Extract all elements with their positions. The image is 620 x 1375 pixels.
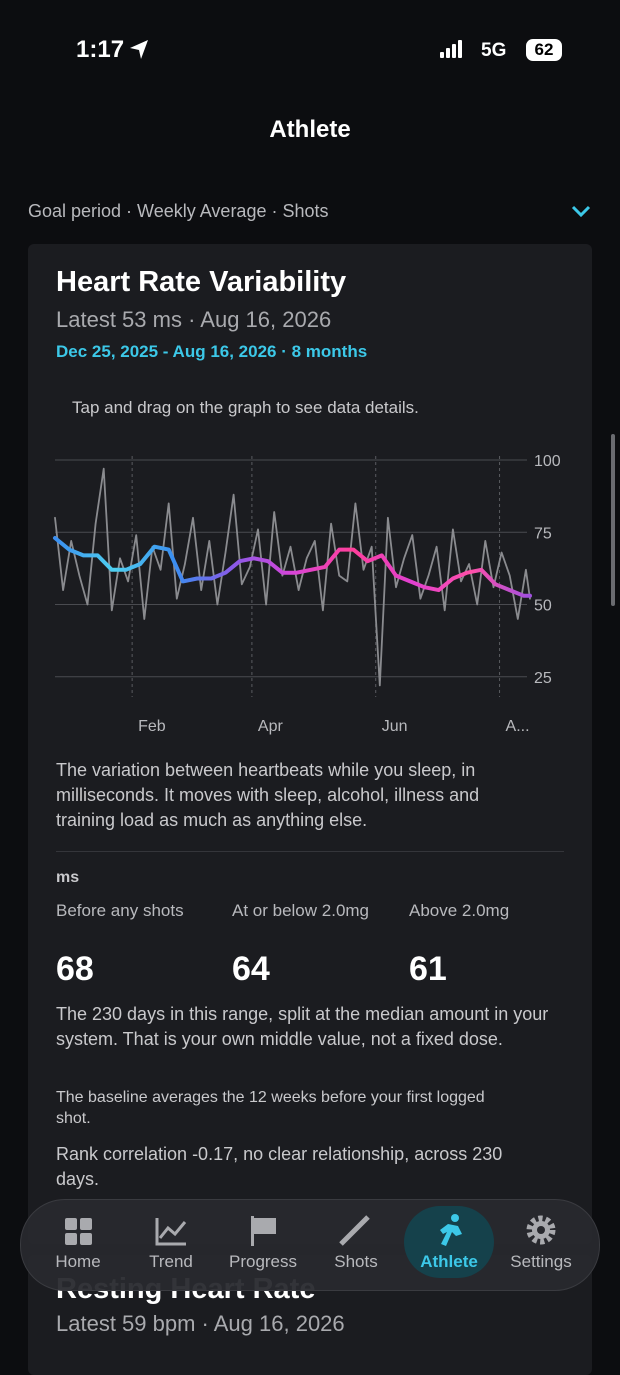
tab[interactable]: Trend bbox=[149, 1252, 193, 1271]
col-label: Before any shots bbox=[56, 901, 184, 920]
location-icon bbox=[130, 40, 148, 59]
tab[interactable]: Home bbox=[55, 1252, 101, 1271]
page-title: Athlete bbox=[269, 116, 351, 143]
clock: 1:17 bbox=[76, 36, 125, 63]
y-tick-label: 25 bbox=[534, 670, 552, 687]
unit: ms bbox=[56, 869, 80, 886]
chevron[interactable] bbox=[570, 203, 592, 219]
note: The 230 days in this range, split at the… bbox=[56, 1004, 549, 1049]
note: The baseline averages the 12 weeks befor… bbox=[56, 1089, 485, 1127]
col-value: 68 bbox=[56, 950, 94, 988]
x-tick-label: Apr bbox=[258, 718, 284, 735]
tab[interactable]: Settings bbox=[510, 1252, 572, 1271]
note: Rank correlation -0.17, no clear relatio… bbox=[56, 1144, 503, 1189]
y-tick-label: 75 bbox=[534, 525, 552, 542]
description: The variation between heartbeats while y… bbox=[56, 760, 480, 830]
scrollbar bbox=[611, 434, 615, 606]
divider bbox=[56, 851, 564, 852]
tab[interactable]: Athlete bbox=[420, 1252, 478, 1271]
y-tick-label: 50 bbox=[534, 598, 552, 615]
hint: Tap and drag on the graph to see data de… bbox=[72, 398, 419, 417]
col-value: 64 bbox=[232, 950, 270, 988]
col-value: 61 bbox=[409, 950, 447, 988]
trend-line bbox=[53, 536, 532, 598]
chart[interactable]: 25 50 75 100 Feb Apr Jun A... bbox=[0, 440, 620, 740]
y-tick-label: 100 bbox=[534, 453, 561, 470]
x-tick-label: Jun bbox=[382, 718, 408, 735]
col-label: Above 2.0mg bbox=[409, 901, 510, 920]
x-tick-label: Feb bbox=[138, 718, 166, 735]
x-tick-label: A... bbox=[506, 718, 530, 735]
filter-label[interactable]: Goal period · Weekly Average · Shots bbox=[28, 201, 329, 221]
signal-icon bbox=[440, 40, 462, 58]
latest: Latest 53 ms · Aug 16, 2026 bbox=[56, 307, 332, 332]
network: 5G bbox=[481, 40, 507, 61]
card-title: Heart Rate Variability bbox=[56, 266, 347, 298]
battery: 62 bbox=[526, 39, 562, 61]
col-label: At or below 2.0mg bbox=[232, 901, 370, 920]
latest: Latest 59 bpm · Aug 16, 2026 bbox=[56, 1311, 345, 1336]
tab[interactable]: Progress bbox=[228, 1252, 298, 1271]
date-range: Dec 25, 2025 - Aug 16, 2026 · 8 months bbox=[56, 342, 368, 361]
daily-line bbox=[54, 467, 531, 687]
hrv-card bbox=[28, 244, 592, 1244]
tab[interactable]: Shots bbox=[334, 1252, 378, 1271]
active-tab-bg bbox=[404, 1206, 494, 1278]
tab-icons bbox=[65, 1214, 556, 1246]
tab-bar bbox=[20, 1199, 600, 1291]
